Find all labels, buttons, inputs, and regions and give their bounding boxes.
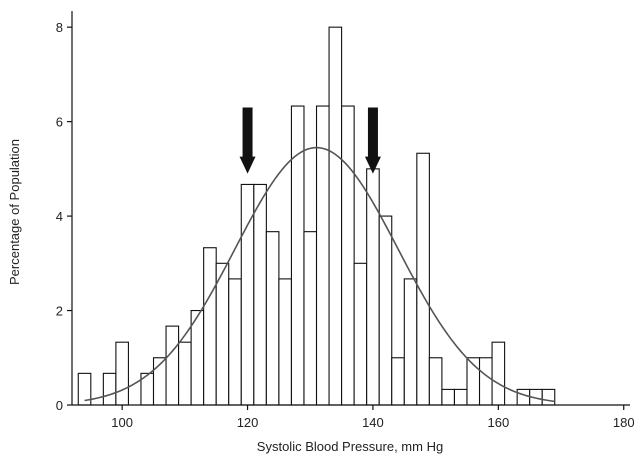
histogram-bar <box>391 357 405 406</box>
histogram-bar <box>228 278 242 406</box>
histogram-bar <box>115 341 129 406</box>
x-tick-label: 120 <box>237 415 259 430</box>
x-tick-label: 140 <box>362 415 384 430</box>
histogram-bar <box>328 26 343 406</box>
histogram-bar <box>403 278 418 406</box>
y-axis: 0 2 4 6 8 <box>56 11 73 413</box>
y-tick-label: 4 <box>56 209 63 224</box>
histogram-bar <box>416 152 430 406</box>
histogram-bar <box>102 372 117 406</box>
histogram-bar <box>253 183 267 406</box>
normal-fit-curve <box>84 146 555 403</box>
y-tick-label: 0 <box>56 398 63 413</box>
histogram-bar <box>541 388 556 406</box>
y-axis-title: Percentage of Population <box>7 139 22 285</box>
annotation-arrows <box>239 107 381 174</box>
histogram-bar <box>353 262 368 406</box>
histogram-bar <box>491 341 506 406</box>
x-axis-title: Systolic Blood Pressure, mm Hg <box>257 439 443 454</box>
histogram-bar <box>315 105 330 406</box>
histogram-bar <box>165 325 180 406</box>
histogram-bar <box>203 247 217 406</box>
histogram-bar <box>265 231 280 406</box>
histogram-bar <box>178 341 192 406</box>
histogram-bar <box>441 388 456 406</box>
y-tick-label: 8 <box>56 20 63 35</box>
down-arrow-icon <box>364 107 381 174</box>
x-tick-label: 160 <box>487 415 509 430</box>
histogram-bar <box>278 278 292 406</box>
histogram-bar <box>366 168 380 406</box>
histogram-bar <box>215 262 230 406</box>
y-tick-label: 6 <box>56 115 63 130</box>
histogram-bars <box>77 26 556 406</box>
histogram-bar <box>478 357 493 406</box>
histogram-bar <box>341 105 355 406</box>
histogram-bar <box>428 357 443 406</box>
down-arrow-icon <box>239 107 256 174</box>
histogram-bar <box>516 388 531 406</box>
histogram-bar <box>453 388 468 406</box>
x-axis: 100 120 140 160 180 <box>72 404 635 430</box>
x-tick-label: 180 <box>613 415 635 430</box>
histogram-bar <box>378 215 393 406</box>
x-tick-label: 100 <box>111 415 133 430</box>
y-tick-label: 2 <box>56 304 63 319</box>
histogram-bar <box>303 231 318 406</box>
